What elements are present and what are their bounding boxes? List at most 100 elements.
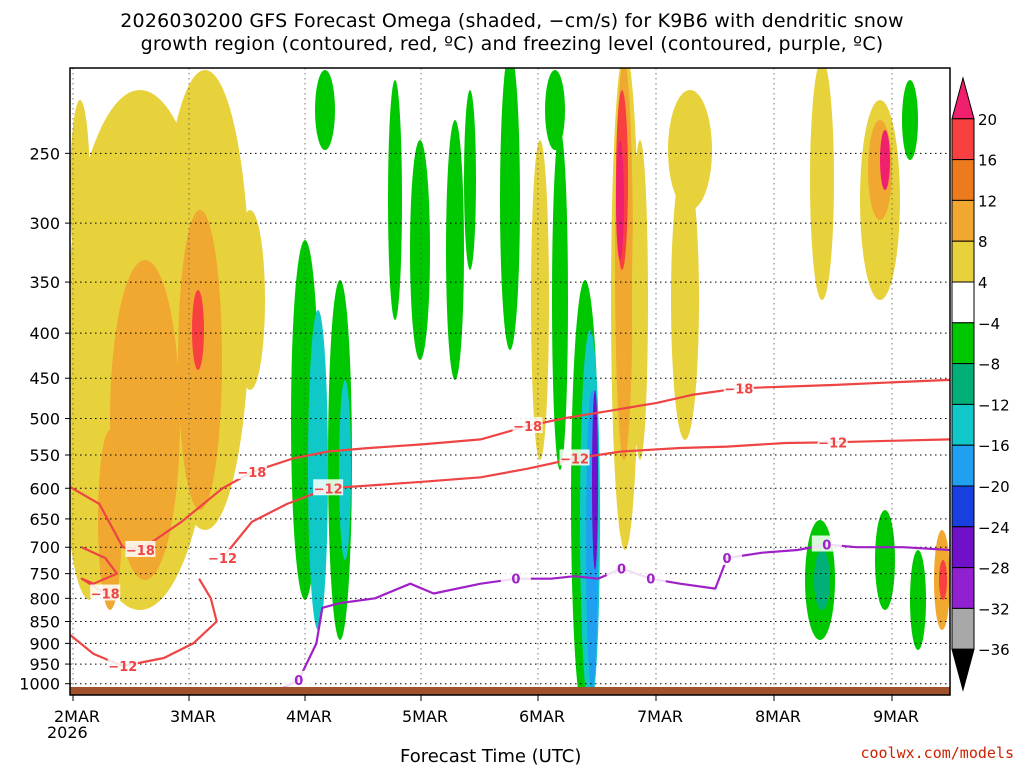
x-axis-label: Forecast Time (UTC): [400, 746, 582, 767]
chart-title-line-1: 2026030200 GFS Forecast Omega (shaded, −…: [120, 10, 904, 32]
colorbar-segment-4: [951, 240, 975, 283]
y-tick-label-600: 600: [29, 479, 60, 498]
contour-label-bg-13: [712, 549, 743, 566]
colorbar-segment-14: [951, 648, 975, 692]
x-year-label: 2026: [47, 723, 88, 742]
y-tick-label-750: 750: [29, 565, 60, 584]
chart-title-line-2: growth region (contoured, red, ºC) and f…: [140, 33, 884, 55]
contour-label-bg-12: [635, 569, 666, 586]
omega-region-green-15: [910, 550, 926, 650]
omega-region-red-1: [192, 290, 204, 370]
colorbar-segment-12: [951, 567, 975, 609]
contour-label-9: −12: [208, 552, 237, 567]
x-tick-label-3MAR: 3MAR: [170, 707, 216, 726]
colorbar-segment-6: [951, 322, 975, 365]
y-tick-label-450: 450: [29, 369, 60, 388]
colorbar-label-8: −16: [978, 437, 1010, 455]
contour-label-bg-15: [606, 559, 637, 576]
colorbar-label-4: 4: [978, 274, 988, 292]
omega-region-green-5: [410, 140, 430, 360]
colorbar-segment-7: [951, 363, 975, 405]
contour-label-bg-11: [500, 569, 531, 586]
contour-label-bg-6: [90, 584, 121, 601]
omega-shading: [70, 68, 950, 695]
contour-label-bg-2: [512, 417, 543, 434]
contour-label-bg-3: [559, 449, 590, 466]
colorbar-segment-13: [951, 607, 975, 650]
contour-label-bg-8: [107, 657, 138, 674]
contour-label-2: −18: [513, 420, 542, 435]
contour-label-bg-10: [283, 670, 314, 687]
omega-region-green-12: [902, 80, 918, 160]
omega-region-green-4: [388, 80, 402, 320]
omega-region-yellow-4: [70, 100, 90, 280]
y-tick-label-300: 300: [29, 214, 60, 233]
contour-label-10: 0: [294, 674, 303, 689]
omega-region-teal-1: [814, 550, 830, 610]
omega-region-yellow-11: [810, 68, 834, 300]
omega-region-orange-3: [98, 430, 122, 610]
contour-line-2: [80, 546, 118, 595]
y-tick-label-900: 900: [29, 634, 60, 653]
omega-region-green-6: [446, 120, 464, 380]
y-tick-label-800: 800: [29, 589, 60, 608]
terrain-ground: [70, 687, 950, 695]
contour-label-1: −12: [314, 482, 343, 497]
contour-label-5: −12: [818, 436, 847, 451]
colorbar-segment-1: [951, 118, 975, 161]
temperature-contours: −18 −12 −18 −12 −18 −12 −18 −18 −12 −12 0 0 0 0 0 0: [70, 378, 950, 695]
omega-region-magenta-1: [616, 140, 624, 260]
omega-region-yellow-6: [531, 140, 549, 460]
colorbar-segment-8: [951, 403, 975, 446]
x-tick-label-2MAR: 2MAR: [54, 707, 100, 726]
contour-line-0: [70, 378, 950, 552]
x-tick-label-9MAR: 9MAR: [873, 707, 919, 726]
contour-line-1: [221, 438, 950, 559]
contour-label-bg-1: [313, 479, 344, 496]
x-tick-label-4MAR: 4MAR: [286, 707, 332, 726]
x-tick-label-5MAR: 5MAR: [402, 707, 448, 726]
contour-line-3: [70, 578, 218, 668]
contour-label-15: 0: [617, 563, 626, 578]
omega-region-yellow-10: [671, 160, 699, 440]
colorbar-label-12: −32: [978, 600, 1010, 618]
omega-region-green-14: [875, 510, 895, 610]
y-tick-label-550: 550: [29, 446, 60, 465]
colorbar-label-9: −20: [978, 478, 1010, 496]
contour-label-3: −12: [560, 452, 589, 467]
omega-region-red-3: [939, 560, 947, 600]
colorbar-segment-5: [951, 281, 975, 324]
omega-region-green-7: [464, 90, 476, 270]
x-tick-label-8MAR: 8MAR: [755, 707, 801, 726]
colorbar-label-13: −36: [978, 641, 1010, 659]
colorbar-segment-2: [951, 159, 975, 201]
omega-region-green-3: [315, 70, 335, 150]
omega-region-cyan-2: [339, 380, 351, 560]
omega-region-yellow-5: [235, 210, 265, 390]
credit-text: coolwx.com/models: [860, 744, 1014, 762]
contour-label-11: 0: [511, 573, 520, 588]
x-tick-label-7MAR: 7MAR: [637, 707, 683, 726]
contour-label-bg-9: [207, 549, 238, 566]
y-tick-label-400: 400: [29, 324, 60, 343]
y-tick-label-500: 500: [29, 410, 60, 429]
colorbar-label-0: 20: [978, 111, 997, 129]
colorbar-segment-11: [951, 526, 975, 569]
contour-label-13: 0: [723, 552, 732, 567]
omega-region-purple-1: [592, 390, 598, 570]
omega-region-yellow-8: [632, 140, 648, 460]
colorbar-segment-0: [951, 76, 975, 120]
colorbar-label-2: 12: [978, 192, 997, 210]
contour-label-6: −18: [91, 588, 120, 603]
contour-label-0: −18: [237, 466, 266, 481]
x-axis-time: 2MAR 3MAR 4MAR 5MAR 6MAR 7MAR 8MAR 9MAR 2026: [47, 695, 919, 742]
contour-label-bg-4: [723, 379, 754, 396]
x-tick-label-6MAR: 6MAR: [519, 707, 565, 726]
contour-label-8: −12: [108, 660, 137, 675]
colorbar-label-10: −24: [978, 519, 1010, 537]
omega-region-green-9: [552, 130, 568, 470]
omega-region-magenta-2: [880, 130, 890, 190]
omega-region-cyan-1: [308, 310, 328, 630]
colorbar-label-7: −12: [978, 396, 1010, 414]
